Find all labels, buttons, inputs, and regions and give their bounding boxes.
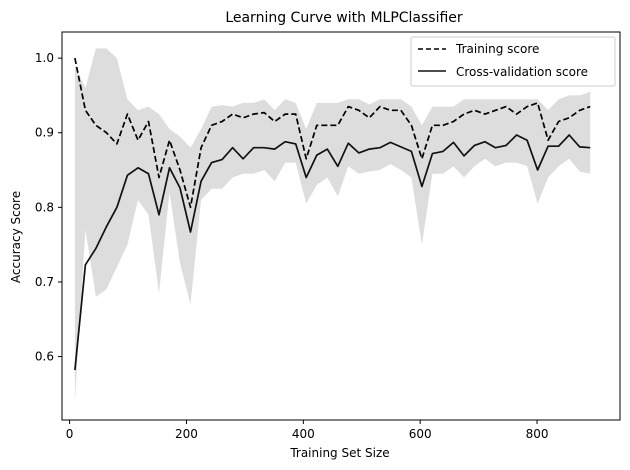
y-axis-label: Accuracy Score: [9, 191, 23, 283]
line-layer: [74, 57, 591, 371]
y-axis-ticks: 0.6 0.7 0.8 0.9 1.0: [35, 51, 62, 364]
plot-area: [74, 48, 591, 402]
x-axis-label: Training Set Size: [289, 446, 389, 460]
legend: Training score Cross-validation score: [410, 36, 616, 87]
y-tick-label: 0.7: [35, 275, 54, 289]
y-tick-label: 0.8: [35, 200, 54, 214]
band-layer: [74, 48, 591, 402]
score-variance-band: [74, 48, 591, 402]
training-score-line: [74, 57, 591, 209]
y-tick-label: 0.9: [35, 126, 54, 140]
chart-title: Learning Curve with MLPClassifier: [225, 10, 463, 26]
x-tick-label: 800: [526, 427, 549, 441]
x-axis-ticks: 0 200 400 600 800: [66, 420, 549, 441]
x-tick-label: 0: [66, 427, 74, 441]
legend-box: [410, 36, 616, 87]
cv-score-line: [74, 134, 591, 371]
legend-cv-label: Cross-validation score: [456, 65, 588, 79]
x-tick-label: 400: [292, 427, 315, 441]
x-tick-label: 600: [409, 427, 432, 441]
y-tick-label: 0.6: [35, 350, 54, 364]
x-tick-label: 200: [175, 427, 198, 441]
y-tick-label: 1.0: [35, 51, 54, 65]
legend-training-label: Training score: [455, 42, 539, 56]
plot-frame: [61, 31, 621, 421]
